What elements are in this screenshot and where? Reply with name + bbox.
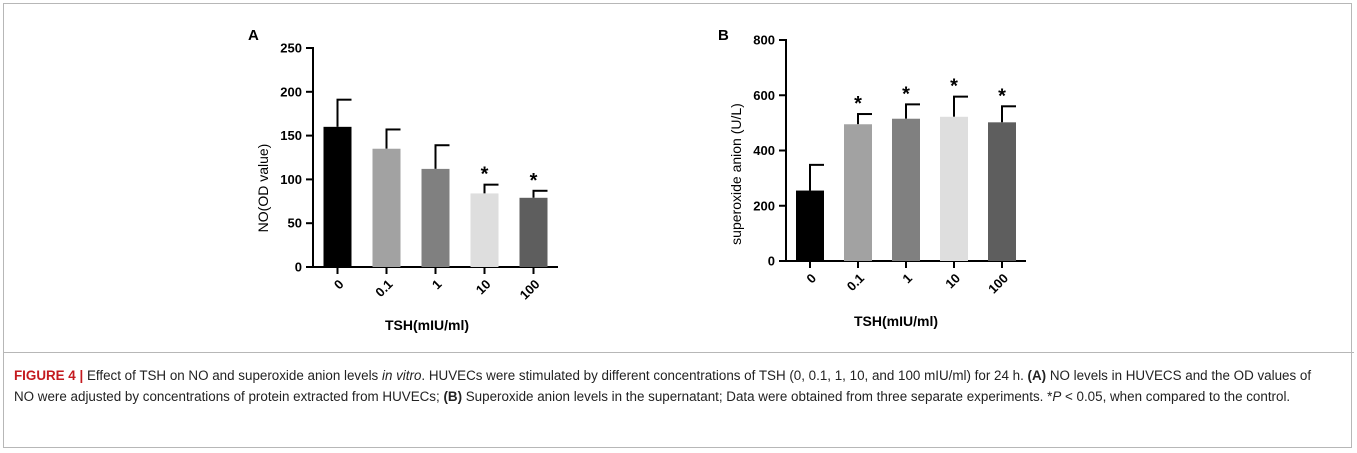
x-tick-label-b-2: 1 bbox=[899, 271, 915, 287]
y-tick-label-b-0: 0 bbox=[768, 254, 775, 269]
y-tick-label-a-4: 200 bbox=[280, 84, 302, 99]
x-axis-label-a: TSH(mIU/ml) bbox=[385, 317, 469, 333]
x-tick-label-a-2: 1 bbox=[429, 277, 445, 293]
significance-star-b-2: * bbox=[902, 83, 910, 105]
caption-text-5: < 0.05, when compared to the control. bbox=[1061, 388, 1291, 404]
significance-star-a-4: * bbox=[530, 170, 538, 192]
x-tick-label-a-4: 100 bbox=[517, 277, 543, 303]
y-tick-label-a-3: 150 bbox=[280, 128, 302, 143]
caption-text-4: Superoxide anion levels in the supernata… bbox=[462, 388, 1053, 404]
bar-b-2 bbox=[892, 118, 920, 261]
bar-a-1 bbox=[372, 148, 401, 267]
caption-divider bbox=[3, 352, 1354, 353]
caption-italic: in vitro bbox=[381, 368, 422, 383]
bar-a-4 bbox=[519, 197, 548, 267]
caption-ref-b: (B) bbox=[443, 388, 463, 404]
y-tick-label-a-2: 100 bbox=[280, 172, 302, 187]
x-tick-label-b-0: 0 bbox=[803, 271, 819, 287]
bar-a-2 bbox=[421, 168, 450, 267]
y-axis-label-b: superoxide anion (U/L) bbox=[728, 103, 744, 245]
panel-label-a: A bbox=[248, 27, 259, 44]
caption-text-1: Effect of TSH on NO and superoxide anion… bbox=[83, 368, 382, 383]
chart-panel-a: A NO(OD value) 0 50 100 150 200 250 0 0.1 1 10 * 10… bbox=[248, 27, 558, 333]
caption-ref-a: (A) bbox=[1027, 368, 1047, 383]
y-tick-label-a-5: 250 bbox=[280, 41, 302, 56]
x-tick-label-b-1: 0.1 bbox=[844, 271, 867, 294]
x-axis-label-b: TSH(mIU/ml) bbox=[854, 313, 938, 329]
caption-text-3: NO levels in HUVECS and the OD values of… bbox=[14, 368, 1312, 404]
x-tick-label-a-1: 0.1 bbox=[372, 277, 395, 300]
significance-star-b-1: * bbox=[854, 93, 862, 115]
caption-p-symbol: P bbox=[1052, 388, 1062, 404]
caption-label: FIGURE 4 | bbox=[14, 368, 84, 383]
figure-frame bbox=[3, 3, 1352, 448]
bar-b-1 bbox=[844, 124, 872, 261]
x-tick-label-a-3: 10 bbox=[473, 277, 494, 298]
y-tick-label-b-2: 400 bbox=[753, 143, 775, 158]
y-axis-label-a: NO(OD value) bbox=[255, 144, 271, 233]
marks-a: 0 50 100 150 200 250 0 0.1 1 10 * 100 * bbox=[280, 41, 558, 303]
bar-a-0 bbox=[323, 126, 352, 267]
significance-star-b-3: * bbox=[950, 76, 958, 98]
y-tick-label-b-4: 800 bbox=[753, 33, 775, 48]
caption-text-2: . HUVECs were stimulated by different co… bbox=[421, 368, 1028, 383]
x-tick-label-b-3: 10 bbox=[942, 271, 963, 292]
bar-b-0 bbox=[796, 190, 824, 261]
bar-a-3 bbox=[470, 193, 499, 267]
bar-b-4 bbox=[988, 122, 1016, 261]
bar-b-3 bbox=[940, 116, 968, 261]
y-tick-label-b-3: 600 bbox=[753, 88, 775, 103]
significance-star-b-4: * bbox=[998, 85, 1006, 107]
y-tick-label-b-1: 200 bbox=[753, 198, 775, 213]
marks-b: 0 200 400 600 800 0 0.1 * 1 * 10 * 100 * bbox=[753, 33, 1026, 297]
significance-star-a-3: * bbox=[481, 164, 489, 186]
x-tick-label-a-0: 0 bbox=[331, 277, 347, 293]
figure-caption: FIGURE 4 | Effect of TSH on NO and super… bbox=[14, 366, 1334, 407]
panel-label-b: B bbox=[718, 27, 729, 44]
y-tick-label-a-0: 0 bbox=[295, 260, 302, 275]
x-tick-label-b-4: 100 bbox=[985, 271, 1011, 297]
y-tick-label-a-1: 50 bbox=[288, 216, 302, 231]
